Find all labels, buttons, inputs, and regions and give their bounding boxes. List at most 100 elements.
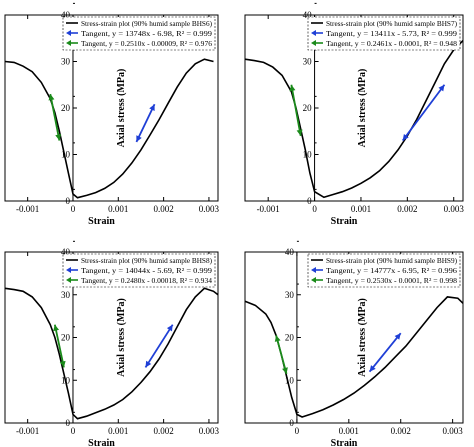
x-tick-label: 0 xyxy=(295,426,300,436)
tangent-line xyxy=(368,332,402,373)
x-tick-label: 0.001 xyxy=(108,426,128,436)
y-tick-label: 0 xyxy=(289,418,294,428)
legend-entry: Tangent, y = 0.2461x - 0.0001, R² = 0.94… xyxy=(326,40,458,48)
y-tick-label: 40 xyxy=(61,247,71,257)
chart-panel-4: 0 10 20 30 40 0 0.001 0.002 0.003 Strain Axial str… xyxy=(244,240,464,447)
tangent-arrowhead xyxy=(149,104,155,111)
stress-strain-curve xyxy=(4,287,219,420)
y-tick-label: 30 xyxy=(61,290,71,300)
legend-swatch-arrow xyxy=(311,267,316,273)
y-tick-label: 30 xyxy=(285,290,295,300)
y-axis-label: Axial stress (MPa) xyxy=(116,69,127,148)
x-tick-label: 0.003 xyxy=(444,204,465,214)
plot-frame xyxy=(244,251,464,424)
x-tick-label: 0.001 xyxy=(108,204,128,214)
legend-entry: Tangent, y = 0.2480x - 0.00018, R² = 0.9… xyxy=(81,277,213,285)
y-tick-label: 10 xyxy=(61,150,71,160)
tangent-arrowhead xyxy=(166,324,173,332)
x-tick-label: 0.001 xyxy=(351,204,371,214)
y-tick-label: 20 xyxy=(285,333,295,343)
tangent-arrowhead xyxy=(369,365,376,372)
legend-entry: Stress-strain plot (90% humid sample BHS… xyxy=(326,20,458,28)
stress-strain-curve xyxy=(244,40,464,199)
legend-swatch-arrow xyxy=(311,277,316,283)
plot-frame xyxy=(244,14,464,202)
x-tick-label: 0.003 xyxy=(199,204,220,214)
tangent-arrowhead xyxy=(438,84,445,92)
legend-box xyxy=(62,16,216,51)
x-axis-label: Strain xyxy=(88,438,115,447)
tangent-arrowhead xyxy=(59,360,66,368)
x-axis-label: Strain xyxy=(331,216,358,227)
chart-panel-1: 0 10 20 30 40 -0.001 0 0.001 0.002 0.003 Strain Axi… xyxy=(4,2,220,227)
y-tick-label: 40 xyxy=(303,10,313,20)
legend-swatch-arrow xyxy=(66,30,71,36)
x-tick-label: 0.003 xyxy=(442,426,463,436)
tangent-arrowhead xyxy=(402,133,409,141)
x-tick-label: 0.001 xyxy=(339,426,359,436)
y-tick-label: 0 xyxy=(65,196,70,206)
tangent-arrowhead xyxy=(48,94,55,101)
tangent-arrowhead xyxy=(394,333,401,340)
x-tick-label: 0.003 xyxy=(199,426,220,436)
plot-frame xyxy=(4,251,219,424)
chart-panel-2: 0 10 20 30 40 -0.001 0 0.001 0.002 0.003 Strain Axi… xyxy=(244,2,465,227)
legend-box xyxy=(62,253,216,288)
x-tick-label: 0 xyxy=(71,426,76,436)
x-tick-label: 0.002 xyxy=(153,426,173,436)
tangent-line xyxy=(144,324,174,368)
y-tick-label: 0 xyxy=(65,418,70,428)
legend-box xyxy=(307,253,461,288)
y-axis-label: Axial stress (MPa) xyxy=(357,69,368,148)
legend-box xyxy=(307,16,461,51)
y-tick-label: 0 xyxy=(307,196,312,206)
x-tick-label: -0.001 xyxy=(257,204,280,214)
x-tick-label: -0.001 xyxy=(16,426,39,436)
tangent-line xyxy=(275,335,288,375)
tangent-arrowhead xyxy=(53,324,60,332)
legend-entry: Stress-strain plot (90% humid sample BHS… xyxy=(326,257,458,265)
legend-swatch-arrow xyxy=(66,40,71,46)
legend-entry: Tangent, y = 13748x - 6.98, R² = 0.999 xyxy=(81,30,213,38)
x-tick-label: 0.002 xyxy=(153,204,173,214)
legend-entry: Tangent, y = 0.2530x - 0.0001, R² = 0.99… xyxy=(326,277,458,285)
y-tick-label: 10 xyxy=(285,375,295,385)
x-tick-label: 0 xyxy=(312,204,317,214)
legend-swatch-arrow xyxy=(66,267,71,273)
y-tick-label: 20 xyxy=(61,333,71,343)
y-tick-label: 10 xyxy=(303,150,313,160)
y-axis-label: Axial stress (MPa) xyxy=(357,298,368,377)
legend-entry: Tangent, y = 14777x - 6.95, R² = 0.996 xyxy=(326,267,458,275)
legend-swatch-arrow xyxy=(311,40,316,46)
tangent-arrowhead xyxy=(145,360,152,368)
stress-strain-curve xyxy=(244,296,464,418)
x-axis-label: Strain xyxy=(88,216,115,227)
tangent-line xyxy=(135,103,156,143)
tangent-line xyxy=(290,84,302,137)
tangent-arrowhead xyxy=(289,84,296,92)
y-tick-label: 20 xyxy=(303,103,313,113)
legend-entry: Tangent, y = 14044x - 5.69, R² = 0.999 xyxy=(81,267,213,275)
tangent-arrowhead xyxy=(55,134,62,141)
legend-swatch-arrow xyxy=(311,30,316,36)
y-tick-label: 20 xyxy=(61,103,71,113)
legend-entry: Stress-strain plot (90% humid sample BHS… xyxy=(81,257,213,265)
y-tick-label: 30 xyxy=(303,57,313,67)
stress-strain-curve xyxy=(4,58,214,199)
y-tick-label: 40 xyxy=(285,247,295,257)
y-tick-label: 30 xyxy=(61,57,71,67)
x-tick-label: 0.002 xyxy=(397,204,417,214)
tangent-line xyxy=(49,93,61,141)
tangent-arrowhead xyxy=(296,129,303,136)
x-tick-label: 0.002 xyxy=(391,426,411,436)
y-axis-label: Axial stress (MPa) xyxy=(116,298,127,377)
legend-swatch-arrow xyxy=(66,277,71,283)
plot-frame xyxy=(4,14,219,202)
legend-entry: Stress-strain plot (90% humid sample BHS… xyxy=(81,20,213,28)
tangent-arrowhead xyxy=(274,335,281,342)
x-axis-label: Strain xyxy=(331,438,358,447)
y-tick-label: 40 xyxy=(61,10,71,20)
x-tick-label: -0.001 xyxy=(16,204,39,214)
